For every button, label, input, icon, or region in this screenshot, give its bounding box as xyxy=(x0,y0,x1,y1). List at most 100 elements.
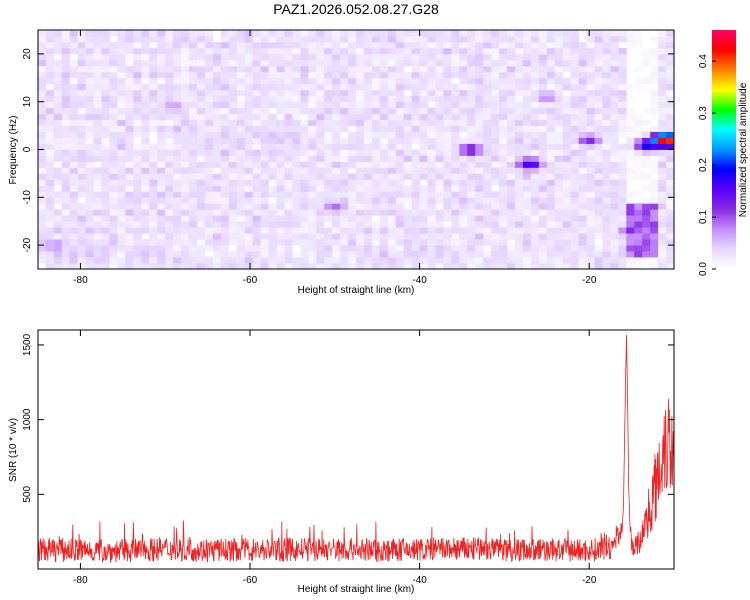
heatmap-cell xyxy=(316,53,325,61)
heatmap-cell xyxy=(554,227,564,234)
heatmap-cell xyxy=(101,95,110,103)
heatmap-cell xyxy=(45,107,55,115)
heatmap-cell xyxy=(69,77,79,85)
heatmap-cell xyxy=(435,209,444,216)
heatmap-cell xyxy=(109,41,118,49)
heatmap-cell xyxy=(491,179,500,186)
heatmap-cell xyxy=(530,149,540,156)
heatmap-cell xyxy=(165,203,174,210)
heatmap-cell xyxy=(642,143,651,150)
heatmap-cell xyxy=(316,245,325,252)
heatmap-cell xyxy=(332,233,341,240)
heatmap-cell xyxy=(292,203,301,210)
heatmap-cell xyxy=(666,239,674,246)
heatmap-cell xyxy=(459,251,468,258)
heatmap-cell xyxy=(244,203,254,210)
heatmap-cell xyxy=(308,95,317,103)
heatmap-cell xyxy=(276,239,285,246)
heatmap-cell xyxy=(363,101,373,109)
heatmap-cell xyxy=(133,53,142,61)
heatmap-cell xyxy=(292,30,301,37)
heatmap-cell xyxy=(324,245,333,252)
heatmap-cell xyxy=(387,161,397,168)
heatmap-cell xyxy=(427,59,436,67)
heatmap-cell xyxy=(165,119,174,127)
heatmap-cell xyxy=(85,251,95,258)
heatmap-cell xyxy=(356,191,365,198)
heatmap-cell xyxy=(332,59,341,67)
heatmap-cell xyxy=(467,191,476,198)
heatmap-cell xyxy=(435,131,444,138)
x-tick-label: -80 xyxy=(73,275,88,286)
heatmap-cell xyxy=(356,251,365,258)
heatmap-cell xyxy=(443,113,452,121)
heatmap-cell xyxy=(212,137,222,144)
heatmap-cell xyxy=(69,203,79,210)
heatmap-cell xyxy=(546,209,556,216)
heatmap-cell xyxy=(197,125,206,132)
heatmap-cell xyxy=(117,185,126,192)
heatmap-cell xyxy=(228,209,238,216)
heatmap-cell xyxy=(133,41,142,49)
heatmap-cell xyxy=(197,83,206,91)
heatmap-cell xyxy=(268,41,277,49)
heatmap-cell xyxy=(77,89,87,97)
heatmap-cell xyxy=(522,59,532,67)
heatmap-cell xyxy=(546,47,556,55)
heatmap-cell xyxy=(300,251,309,258)
heatmap-cell xyxy=(308,263,317,269)
heatmap-cell xyxy=(586,179,595,186)
heatmap-cell xyxy=(197,149,206,156)
heatmap-cell xyxy=(666,215,674,222)
heatmap-cell xyxy=(491,107,500,115)
heatmap-cell xyxy=(268,131,277,138)
heatmap-cell xyxy=(475,35,484,43)
heatmap-cell xyxy=(467,53,476,61)
heatmap-cell xyxy=(538,83,548,91)
heatmap-cell xyxy=(117,203,126,210)
heatmap-cell xyxy=(157,167,166,174)
heatmap-cell xyxy=(626,257,635,264)
heatmap-cell xyxy=(618,215,627,222)
heatmap-cell xyxy=(530,53,540,61)
heatmap-cell xyxy=(602,41,611,49)
heatmap-cell xyxy=(411,59,420,67)
heatmap-cell xyxy=(435,71,444,79)
heatmap-cell xyxy=(300,239,309,246)
heatmap-cell xyxy=(419,89,428,97)
heatmap-cell xyxy=(634,167,643,174)
heatmap-cell xyxy=(340,59,349,67)
heatmap-cell xyxy=(634,245,643,252)
heatmap-cell xyxy=(427,167,436,174)
heatmap-cell xyxy=(578,131,587,138)
heatmap-cell xyxy=(109,143,118,150)
heatmap-cell xyxy=(212,209,222,216)
heatmap-cell xyxy=(387,65,397,73)
heatmap-cell xyxy=(165,95,174,103)
heatmap-cell xyxy=(77,101,87,109)
heatmap-cell xyxy=(419,35,428,43)
heatmap-cell xyxy=(650,131,659,138)
heatmap-cell xyxy=(491,65,500,73)
heatmap-cell xyxy=(133,113,142,121)
heatmap-cell xyxy=(173,143,182,150)
heatmap-cell xyxy=(109,71,118,79)
heatmap-cell xyxy=(530,95,540,103)
heatmap-cell xyxy=(228,101,238,109)
heatmap-cell xyxy=(626,30,635,37)
heatmap-cell xyxy=(324,251,333,258)
heatmap-cell xyxy=(157,65,166,73)
heatmap-cell xyxy=(451,95,460,103)
heatmap-cell xyxy=(459,35,468,43)
heatmap-cell xyxy=(173,197,182,204)
heatmap-cell xyxy=(467,209,476,216)
heatmap-cell xyxy=(220,155,230,162)
heatmap-cell xyxy=(149,71,158,79)
heatmap-cell xyxy=(491,137,500,144)
heatmap-cell xyxy=(212,185,222,192)
heatmap-cell xyxy=(570,245,579,252)
heatmap-cell xyxy=(658,215,667,222)
heatmap-cell xyxy=(197,143,206,150)
heatmap-cell xyxy=(268,233,277,240)
heatmap-cell xyxy=(332,131,341,138)
